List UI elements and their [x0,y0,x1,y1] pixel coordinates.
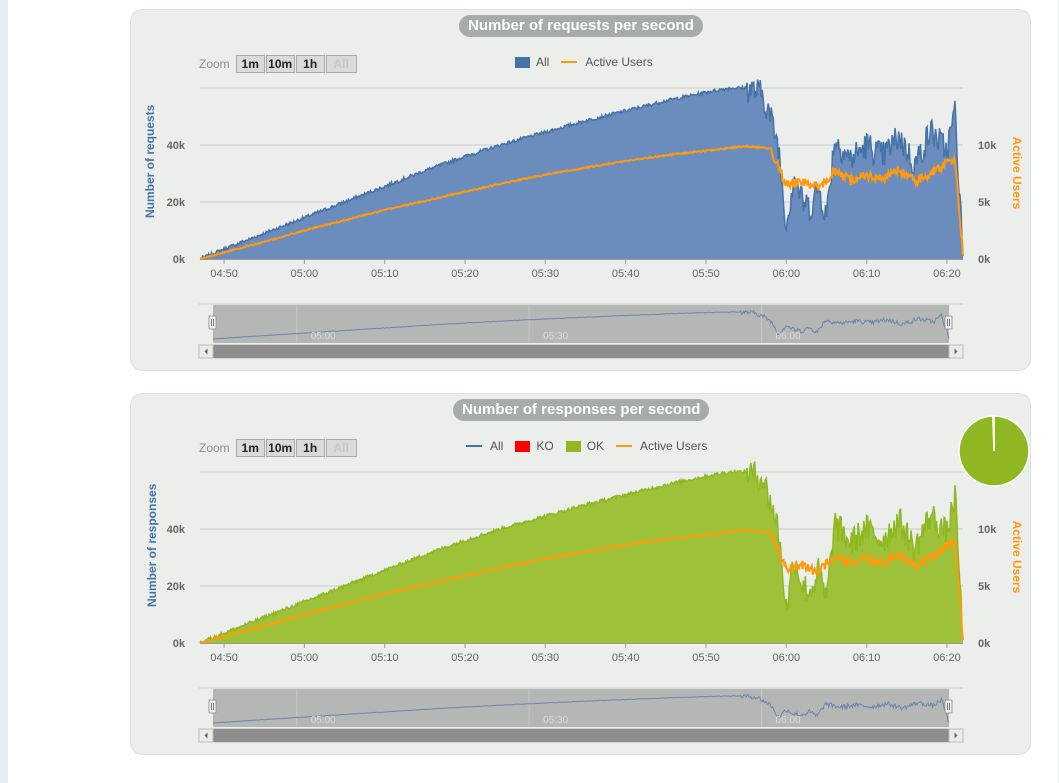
chart-title: Number of requests per second [459,15,703,37]
legend-label: All [490,439,504,453]
y-tick-label: 20k [167,581,186,593]
y2-tick-label: 5k [978,197,991,209]
x-tick-label: 06:20 [933,268,961,280]
legend-label: Active Users [640,439,708,453]
navigator-series-line [212,693,950,724]
legend-symbol [616,445,633,447]
responses-chart-panel: Number of responses per second Zoom 1m 1… [130,393,1031,755]
legend-label: KO [536,439,554,453]
legend-symbol [515,56,530,68]
y2-tick-label: 5k [978,581,991,593]
x-tick-label: 04:50 [210,652,238,664]
x-tick-label: 04:50 [210,268,238,280]
x-tick-label: 06:10 [853,652,881,664]
legend-item-active-users: Active Users [616,439,707,453]
x-tick-label: 06:20 [933,652,961,664]
zoom-selector: Zoom 1m 10m 1h All [199,54,358,74]
arrow-left-icon [204,348,208,355]
chart-plot-svg: 04:50 05:00 05:10 05:20 05:30 05:40 05:50 06:00… [167,415,1030,743]
y2-tick-label: 10k [978,524,997,536]
arrow-right-icon [954,732,958,739]
x-tick-label: 05:20 [451,652,479,664]
legend-item-ok: OK [565,439,605,453]
x-tick-label: 05:10 [371,652,399,664]
y-tick-label: 40k [167,524,186,536]
legend-label: OK [586,439,605,453]
navigator-right-handle[interactable] [944,315,953,330]
series-line-active-users [200,528,964,644]
area-line-ok [199,461,964,644]
chart-legend: All Active Users [515,54,665,70]
y2-tick-label: 0k [978,254,991,266]
navigator-label: 05:30 [543,331,568,342]
x-tick-label: 05:50 [692,268,720,280]
chart-plot-svg: 04:50 05:00 05:10 05:20 05:30 05:40 05:50 06:00… [167,79,997,359]
scrollbar-thumb[interactable] [213,729,949,742]
x-tick-label: 05:50 [692,652,720,664]
x-tick-label: 06:10 [853,268,881,280]
x-tick-label: 05:40 [612,268,640,280]
legend-item-active-users: Active Users [561,55,653,69]
legend-label: Active Users [585,55,653,69]
navigator-label: 06:00 [776,715,801,726]
zoom-1m-button[interactable]: 1m [235,439,265,457]
legend-item-ko: KO [515,439,554,453]
zoom-label: Zoom [199,57,230,71]
legend-symbol [515,440,531,452]
x-tick-label: 05:30 [532,268,560,280]
navigator: 05:00 05:30 06:00 [198,303,964,359]
x-tick-label: 06:00 [773,268,801,280]
zoom-10m-button[interactable]: 10m [265,439,295,457]
navigator: 05:00 05:30 06:00 [198,687,964,743]
navigator-label: 06:00 [776,331,801,342]
requests-chart-panel: Number of requests per second Zoom 1m 10… [130,9,1031,371]
navigator-right-handle[interactable] [944,699,953,714]
arrow-left-icon [204,732,208,739]
x-tick-label: 05:40 [612,652,640,664]
y-tick-label: 0k [173,254,186,266]
series-line-active-users [199,144,964,261]
navigator-selection [213,689,949,727]
zoom-selector: Zoom 1m 10m 1h All [199,438,358,458]
pie-slice-ko [992,415,995,452]
navigator-selection [213,305,949,343]
area-line-all [199,79,964,260]
navigator-scrollbar [198,728,964,743]
x-tick-label: 06:00 [773,652,801,664]
x-tick-label: 05:00 [291,652,319,664]
x-tick-label: 05:10 [371,268,399,280]
x-tick-label: 05:30 [532,652,560,664]
x-tick-label: 05:00 [291,268,319,280]
zoom-1m-button[interactable]: 1m [235,55,265,73]
y2-tick-label: 10k [978,140,997,152]
arrow-right-icon [954,348,958,355]
navigator-scrollbar [198,344,964,359]
legend-symbol [561,61,578,63]
legend-label: All [536,55,550,69]
zoom-label: Zoom [199,441,230,455]
legend-symbol [565,440,581,452]
zoom-10m-button[interactable]: 10m [265,55,295,73]
zoom-all-button[interactable]: All [325,439,357,457]
navigator-left-handle[interactable] [208,699,217,714]
y-tick-label: 0k [173,638,186,650]
navigator-label: 05:30 [543,715,568,726]
zoom-all-button[interactable]: All [325,55,357,73]
scrollbar-thumb[interactable] [213,345,949,358]
y-tick-label: 20k [167,197,186,209]
y-tick-label: 40k [167,140,186,152]
zoom-1h-button[interactable]: 1h [295,439,325,457]
chart-legend: All KO OK Active Users [466,438,719,454]
navigator-label: 05:00 [311,715,336,726]
zoom-1h-button[interactable]: 1h [295,55,325,73]
legend-symbol [466,445,482,447]
y2-tick-label: 0k [978,638,991,650]
legend-item-all: All [466,439,503,453]
navigator-series-line [212,309,950,340]
navigator-label: 05:00 [311,331,336,342]
x-tick-label: 05:20 [451,268,479,280]
chart-title: Number of responses per second [453,399,710,421]
navigator-left-handle[interactable] [208,315,217,330]
legend-item-all: All [515,55,549,69]
